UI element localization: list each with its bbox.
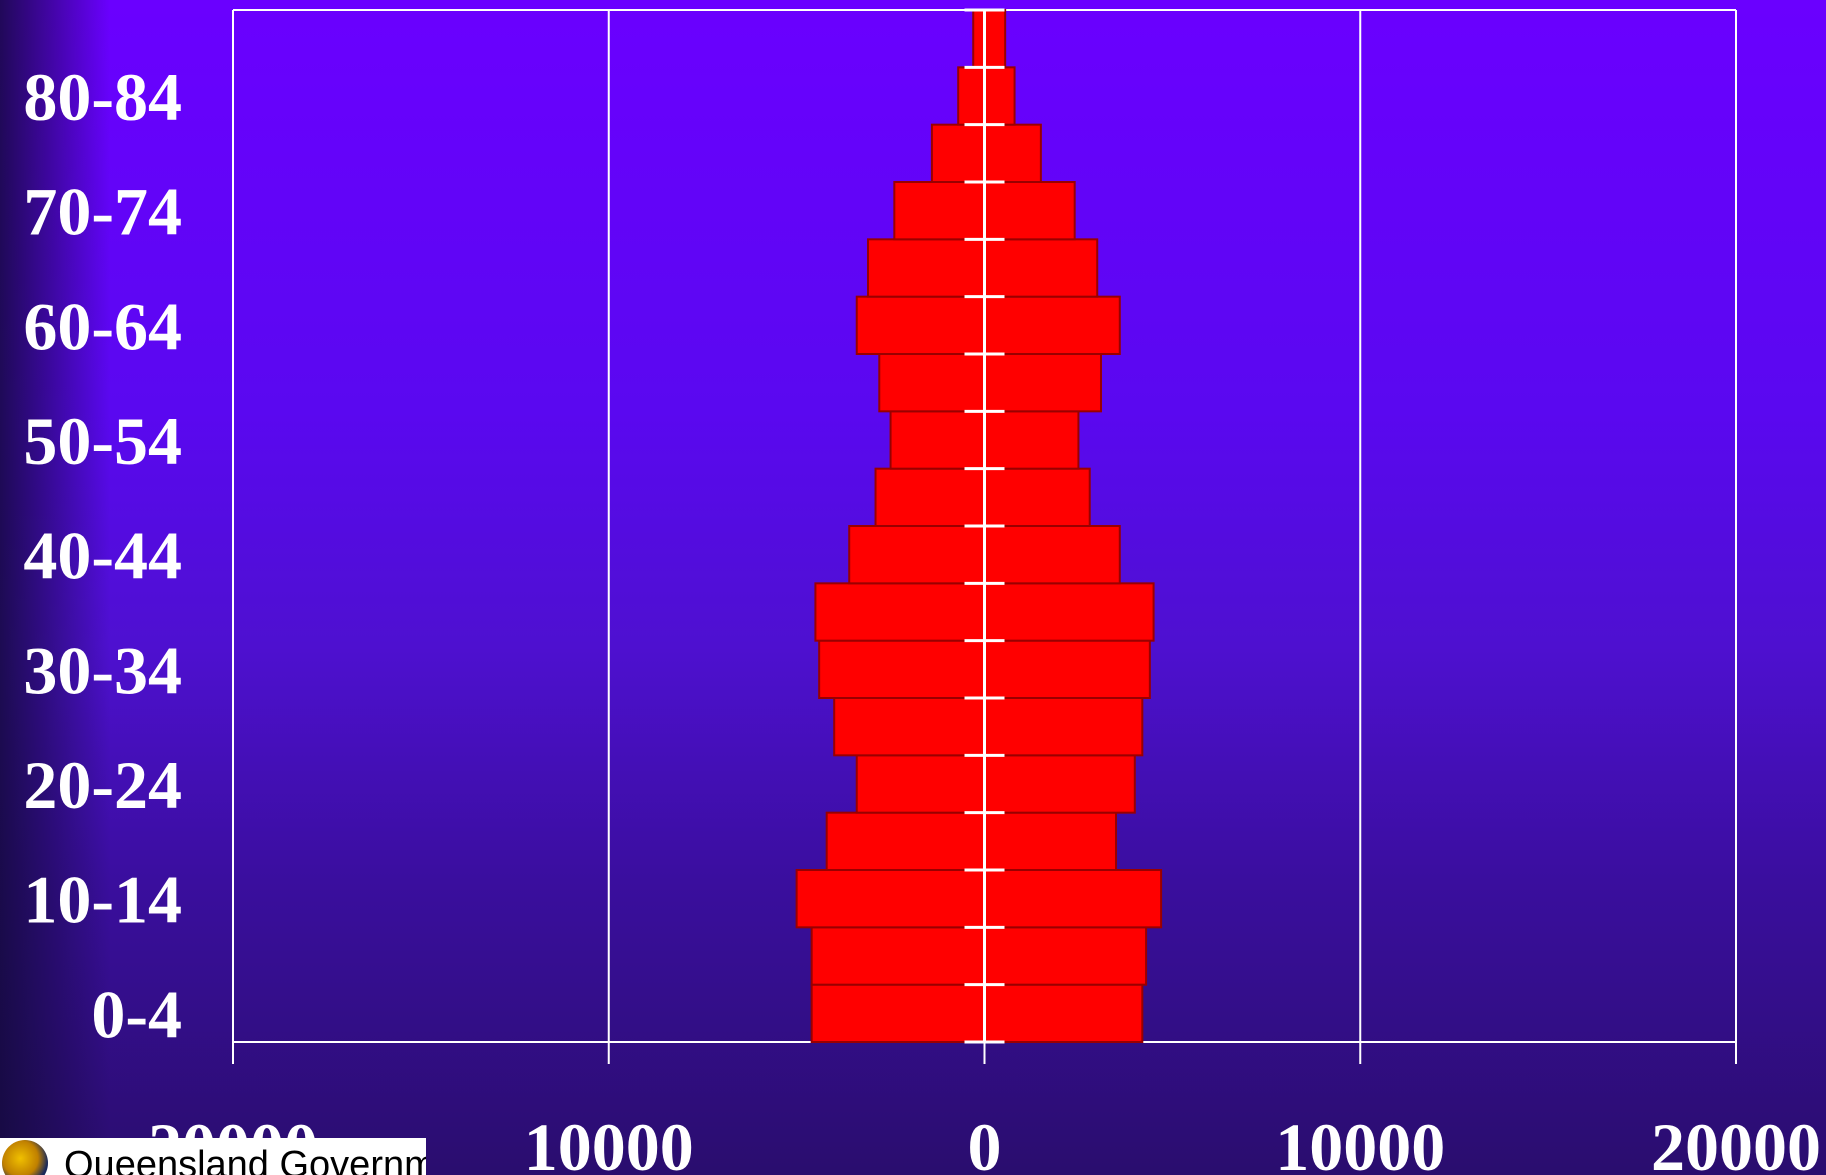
y-tick-label: 60-64: [23, 288, 182, 364]
bar-right: [983, 353, 1102, 413]
y-tick-label: 50-54: [23, 403, 182, 479]
bar-left: [930, 123, 986, 183]
bar-right: [983, 238, 1099, 298]
bar-right: [983, 410, 1080, 470]
bar-left: [889, 410, 986, 470]
bar-left: [810, 983, 986, 1044]
bar-left: [795, 869, 986, 929]
left-shade: [0, 0, 110, 1175]
x-tick-label: 10000: [524, 1109, 694, 1175]
bar-right: [983, 467, 1091, 527]
bar-right: [983, 811, 1118, 872]
bar-left: [810, 926, 986, 986]
bar-left: [855, 295, 986, 355]
logo-text: Queensland Government: [64, 1144, 426, 1175]
bar-right: [983, 525, 1121, 585]
y-tick-label: 10-14: [23, 862, 182, 938]
bar-left: [867, 238, 986, 298]
bar-right: [983, 926, 1148, 986]
bar-right: [983, 697, 1144, 757]
y-tick-label: 30-34: [23, 632, 182, 708]
y-tick-label: 0-4: [91, 976, 182, 1052]
bar-right: [983, 869, 1163, 929]
x-tick-label: 20000: [1651, 1109, 1821, 1175]
bar-left: [874, 467, 986, 527]
y-tick-label: 80-84: [23, 59, 182, 135]
bar-right: [983, 582, 1155, 642]
bar-left: [893, 181, 986, 241]
bar-right: [983, 639, 1151, 700]
bar-left: [957, 66, 986, 126]
queensland-emblem-icon: [2, 1140, 48, 1175]
bar-left: [855, 754, 986, 814]
y-tick-label: 20-24: [23, 747, 182, 823]
bar-left: [972, 9, 986, 69]
logo: Queensland Government: [0, 1138, 426, 1175]
bar-left: [833, 697, 986, 757]
x-tick-label: 10000: [1275, 1109, 1445, 1175]
bar-right: [983, 181, 1076, 241]
y-tick-label: 40-44: [23, 518, 182, 594]
bar-right: [983, 983, 1144, 1044]
bar-left: [818, 639, 986, 700]
x-tick-label: 0: [968, 1109, 1002, 1175]
bar-right: [983, 66, 1016, 126]
bar-right: [983, 754, 1136, 814]
bar-right: [983, 123, 1042, 183]
bar-left: [814, 582, 986, 642]
bar-left: [848, 525, 986, 585]
bar-left: [878, 353, 986, 413]
bar-right: [983, 9, 1007, 69]
bar-left: [825, 811, 986, 872]
bar-right: [983, 295, 1121, 355]
y-tick-label: 70-74: [23, 174, 182, 250]
